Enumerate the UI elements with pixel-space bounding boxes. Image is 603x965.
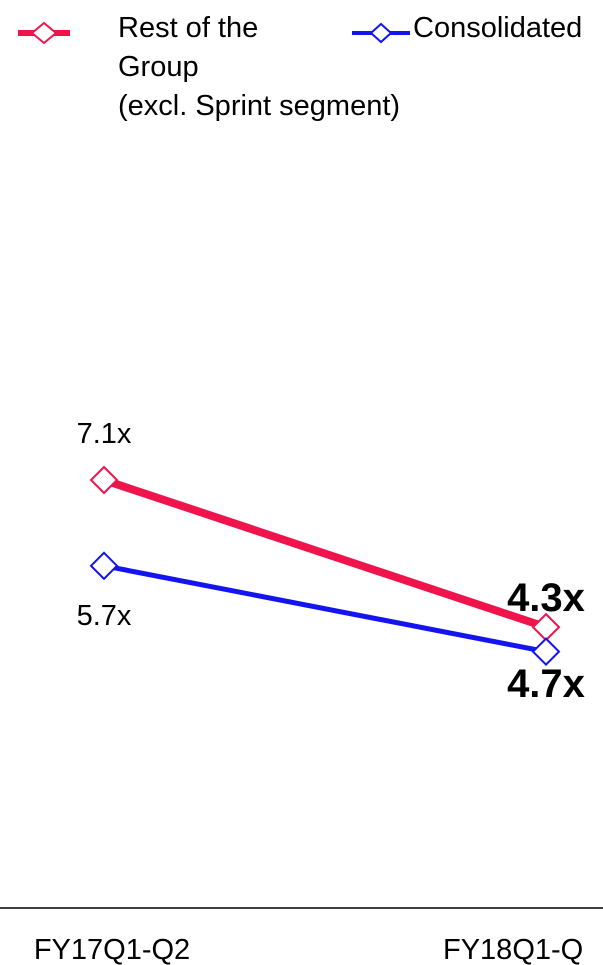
legend-item-consolidated: Consolidated xyxy=(352,12,582,44)
data-label-consolidated-fy18: 4.3x xyxy=(507,576,585,620)
data-point-rest-fy17 xyxy=(89,465,119,495)
series-layer xyxy=(89,465,561,667)
legend-label-rest-line-1: Rest of the xyxy=(118,12,258,44)
data-label-consolidated-fy17: 5.7x xyxy=(77,600,132,632)
x-tick-label-fy18: FY18Q1-Q xyxy=(443,934,583,965)
data-point-consolidated-fy17 xyxy=(89,551,119,581)
legend-item-rest-of-group: Rest of the Group (excl. Sprint segment) xyxy=(18,12,400,122)
data-label-rest-fy18: 4.7x xyxy=(507,662,585,706)
legend-label-consolidated: Consolidated xyxy=(413,12,582,44)
series-line-rest-of-group xyxy=(102,476,548,631)
legend-label-rest-line-3: (excl. Sprint segment) xyxy=(118,90,400,122)
legend: Rest of the Group (excl. Sprint segment)… xyxy=(18,12,582,122)
data-point-consolidated-fy18 xyxy=(531,637,561,667)
data-label-rest-fy17: 7.1x xyxy=(77,418,132,450)
legend-swatch-marker-rest xyxy=(30,21,58,45)
x-tick-label-fy17: FY17Q1-Q2 xyxy=(34,934,190,965)
series-line-consolidated xyxy=(103,563,547,655)
legend-swatch-marker-consolidated xyxy=(369,22,393,44)
legend-label-rest-line-2: Group xyxy=(118,51,199,83)
